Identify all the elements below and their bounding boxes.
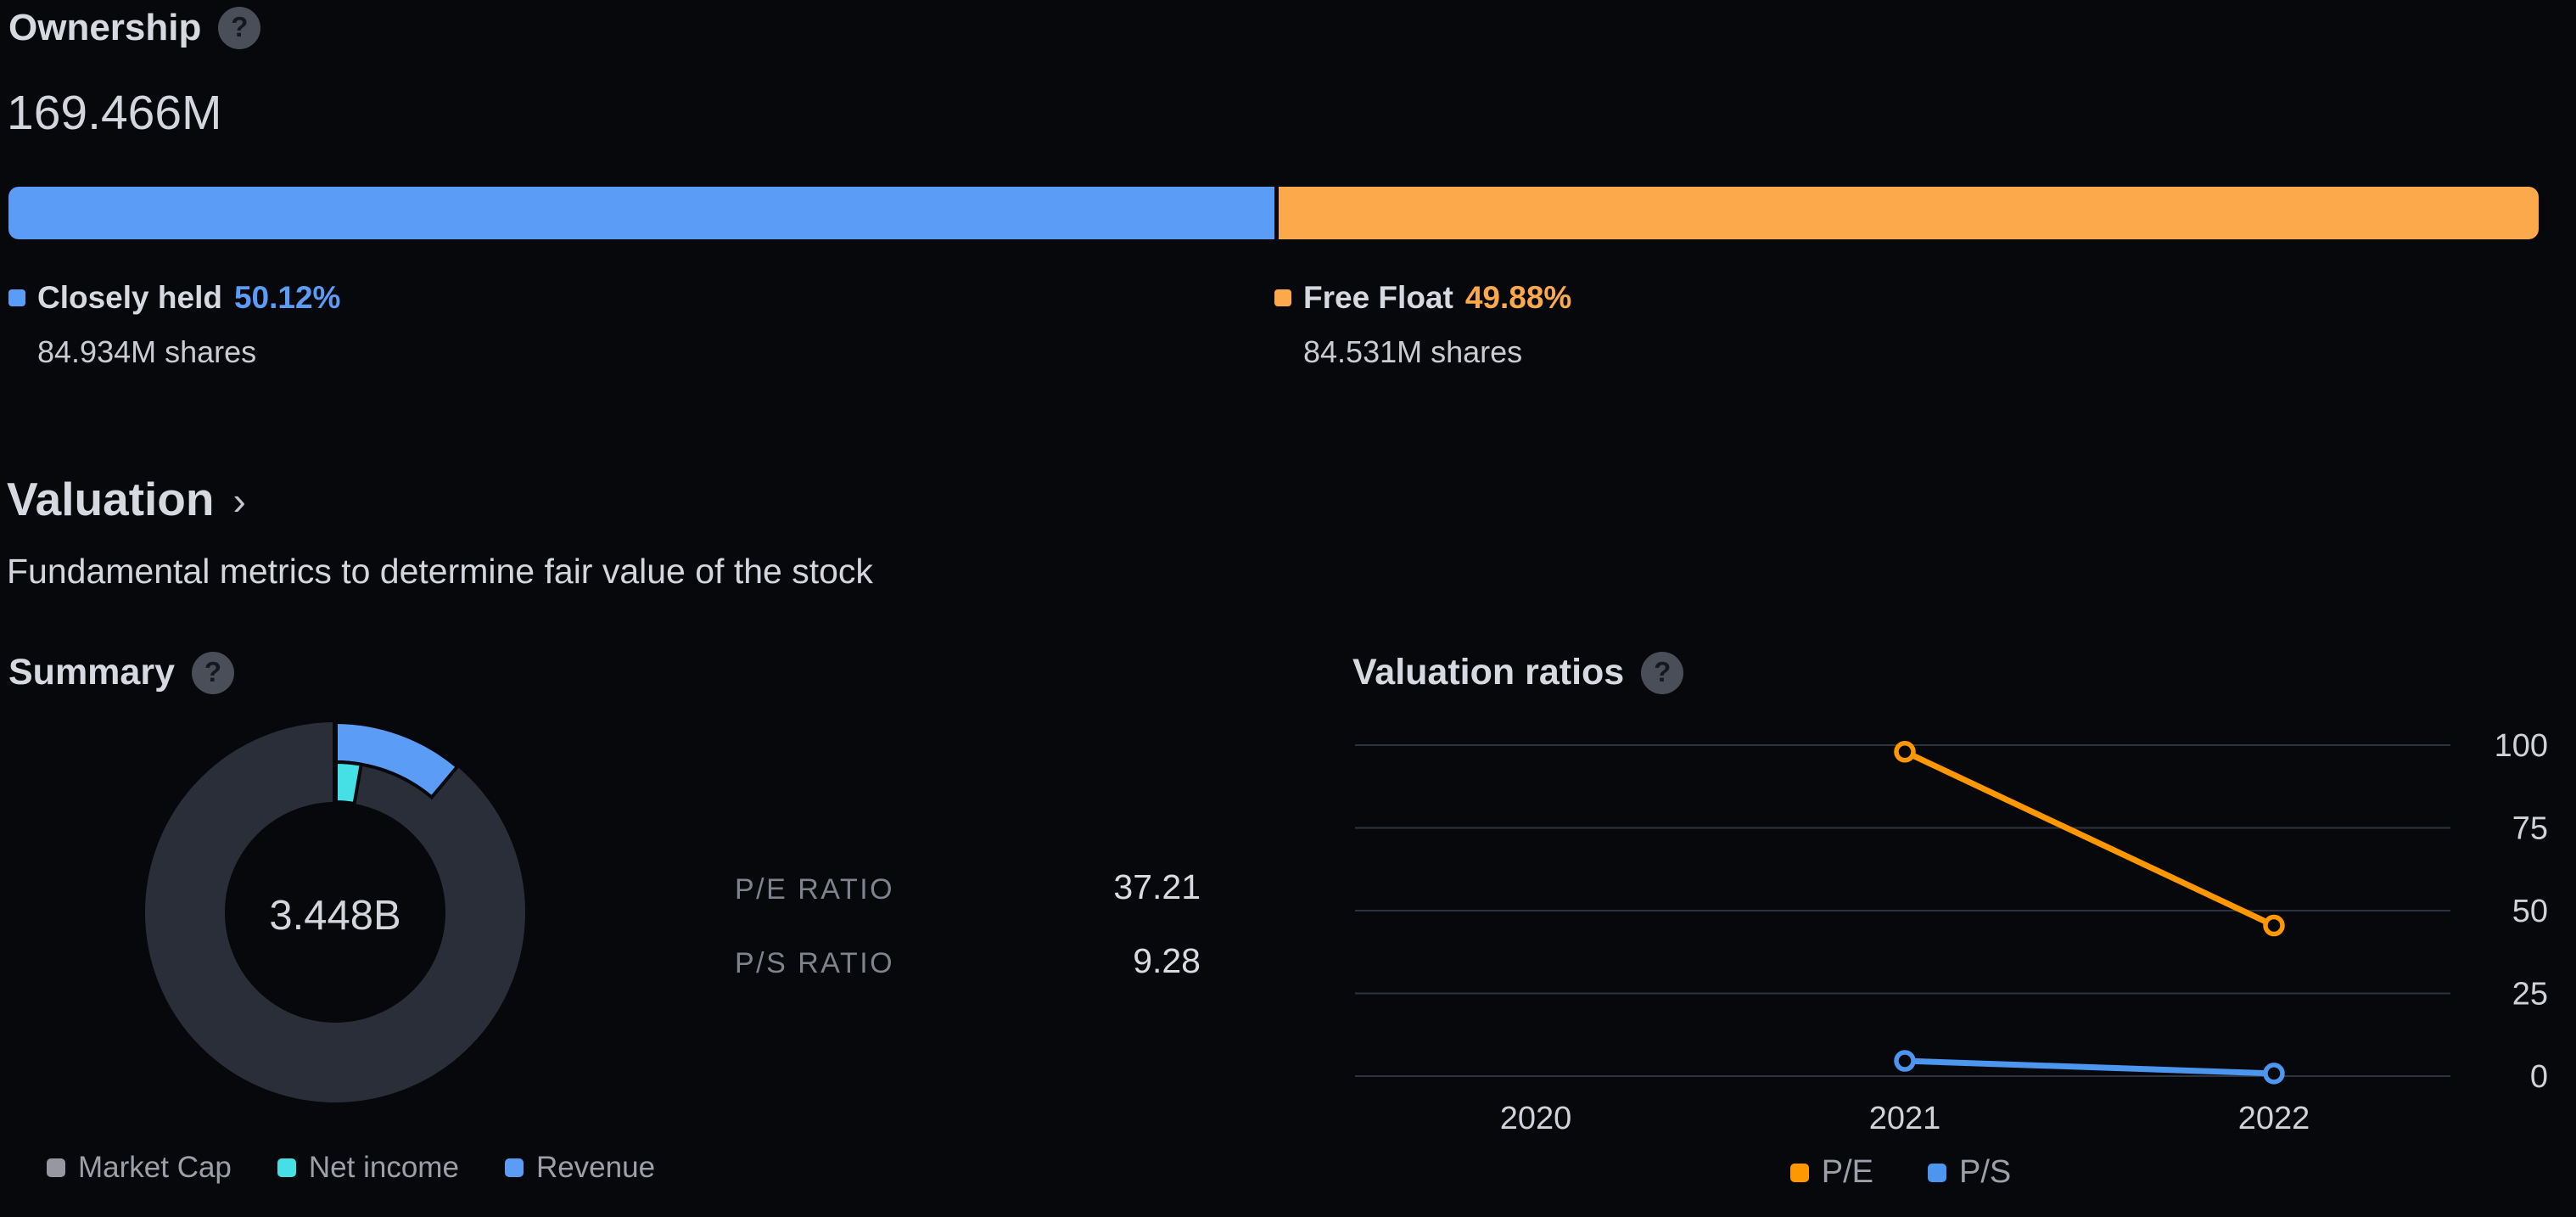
legend-item-revenue: Revenue bbox=[504, 1151, 656, 1185]
legend-item-net-income: Net income bbox=[277, 1151, 459, 1185]
ownership-legend-closely-held: Closely held 50.12% 84.934M shares bbox=[8, 280, 340, 370]
summary-header: Summary ? bbox=[8, 652, 234, 694]
pe-series-marker bbox=[1789, 1163, 1809, 1182]
data-point-marker bbox=[1894, 741, 1916, 763]
valuation-ratios-header: Valuation ratios ? bbox=[1352, 652, 1684, 694]
closely-held-bar-segment[interactable] bbox=[8, 187, 1275, 239]
valuation-title: Valuation bbox=[7, 473, 215, 525]
closely-held-shares: 84.934M shares bbox=[37, 334, 257, 369]
valuation-ratios-chart[interactable]: 0 25 50 75 100 2020 2021 2022 bbox=[1349, 721, 2576, 1146]
data-point-marker bbox=[2263, 914, 2285, 937]
summary-title: Summary bbox=[8, 652, 175, 693]
pe-ratio-value: 37.21 bbox=[1113, 867, 1201, 906]
valuation-subtitle: Fundamental metrics to determine fair va… bbox=[7, 552, 873, 591]
ps-ratio-value: 9.28 bbox=[1133, 941, 1201, 980]
net-income-label: Net income bbox=[308, 1151, 459, 1184]
market-cap-ring bbox=[145, 722, 525, 1102]
closely-held-pct: 50.12% bbox=[233, 280, 341, 315]
x-tick-label: 2021 bbox=[1869, 1101, 1941, 1136]
revenue-label: Revenue bbox=[535, 1151, 656, 1184]
ownership-help-icon[interactable]: ? bbox=[218, 7, 261, 49]
summary-legend: Market Cap Net income Revenue bbox=[47, 1151, 655, 1185]
free-float-marker bbox=[1274, 289, 1291, 306]
ps-series-label: P/S bbox=[1959, 1154, 2012, 1190]
free-float-shares: 84.531M shares bbox=[1303, 334, 1523, 369]
ps-ratio-label: P/S RATIO bbox=[735, 947, 895, 979]
y-tick-label: 25 bbox=[2512, 977, 2548, 1012]
market-cap-label: Market Cap bbox=[78, 1151, 232, 1184]
revenue-marker bbox=[504, 1158, 524, 1177]
free-float-pct: 49.88% bbox=[1464, 280, 1572, 315]
ps-series-line bbox=[1901, 1057, 2277, 1077]
pe-ratio-label: P/E RATIO bbox=[735, 873, 895, 906]
pe-series-line bbox=[1901, 749, 2277, 929]
net-income-marker bbox=[277, 1158, 296, 1177]
ownership-legend-free-float: Free Float 49.88% 84.531M shares bbox=[1274, 280, 1571, 370]
pe-ratio-row: P/E RATIO 37.21 bbox=[735, 867, 1201, 907]
summary-ratio-list: P/E RATIO 37.21 P/S RATIO 9.28 bbox=[735, 867, 1201, 1015]
valuation-ratios-help-icon[interactable]: ? bbox=[1641, 652, 1684, 694]
legend-item-ps: P/S bbox=[1928, 1154, 2011, 1191]
valuation-ratios-title: Valuation ratios bbox=[1352, 652, 1625, 693]
data-point-marker bbox=[2263, 1063, 2285, 1085]
y-tick-label: 100 bbox=[2495, 728, 2548, 764]
ps-series-marker bbox=[1928, 1163, 1946, 1182]
ownership-split-bar bbox=[8, 187, 2539, 239]
x-tick-label: 2022 bbox=[2238, 1101, 2310, 1136]
closely-held-marker bbox=[8, 289, 25, 306]
chevron-right-icon: › bbox=[232, 479, 246, 523]
legend-item-market-cap: Market Cap bbox=[47, 1151, 232, 1185]
legend-item-pe: P/E bbox=[1789, 1154, 1873, 1191]
x-tick-label: 2020 bbox=[1500, 1101, 1572, 1136]
ps-ratio-row: P/S RATIO 9.28 bbox=[735, 941, 1201, 981]
data-point-marker bbox=[1894, 1050, 1916, 1072]
total-shares-value: 169.466M bbox=[7, 86, 222, 140]
valuation-section-link[interactable]: Valuation › bbox=[7, 472, 246, 526]
closely-held-label: Closely held bbox=[37, 280, 222, 315]
y-tick-label: 50 bbox=[2512, 894, 2548, 929]
valuation-ratios-legend: P/E P/S bbox=[1349, 1154, 2452, 1191]
free-float-label: Free Float bbox=[1303, 280, 1453, 315]
market-cap-marker bbox=[47, 1158, 65, 1177]
y-tick-label: 75 bbox=[2512, 811, 2548, 847]
summary-help-icon[interactable]: ? bbox=[191, 652, 234, 694]
free-float-bar-segment[interactable] bbox=[1279, 187, 2539, 239]
summary-donut-chart[interactable] bbox=[132, 709, 539, 1116]
y-tick-label: 0 bbox=[2530, 1059, 2548, 1095]
ownership-title: Ownership bbox=[8, 6, 202, 48]
ownership-header: Ownership ? bbox=[8, 6, 261, 49]
pe-series-label: P/E bbox=[1821, 1154, 1873, 1190]
